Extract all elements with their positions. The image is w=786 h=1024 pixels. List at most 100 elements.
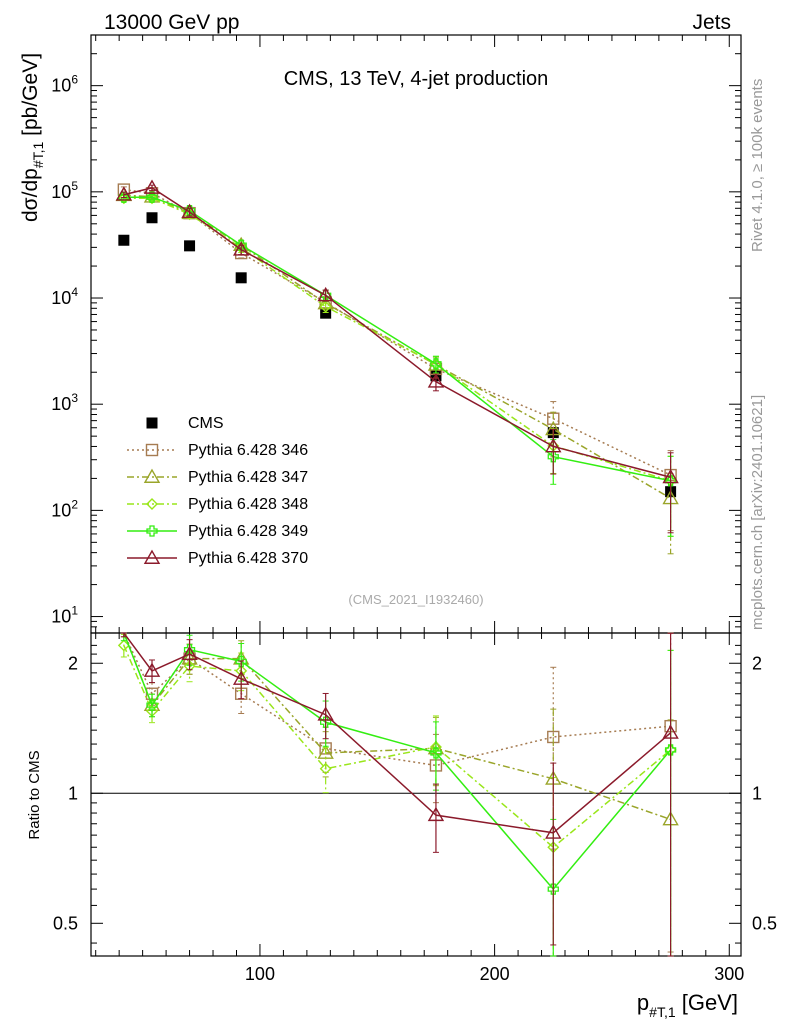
rivet-label: Rivet 4.1.0, ≥ 100k events — [749, 79, 766, 252]
legend-label-370: Pythia 6.428 370 — [188, 550, 308, 567]
main-plot-frame — [90, 34, 742, 634]
ratio-series-pythia-6-428-349 — [120, 632, 677, 957]
ratio-y-tick-label-right: 0.5 — [752, 913, 777, 933]
main-data-point — [118, 234, 130, 246]
ratio-data-point — [427, 806, 445, 822]
ratio-data-point — [235, 655, 247, 668]
main-plot-title: CMS, 13 TeV, 4-jet production — [284, 68, 549, 90]
main-ylabel: dσ/dp#T,1 [pb/GeV] — [19, 53, 46, 222]
legend-label-347: Pythia 6.428 347 — [188, 469, 308, 486]
x-label-unit: [GeV] — [676, 990, 738, 1015]
x-label-subscript: #T,1 — [649, 1004, 676, 1020]
analysis-watermark: (CMS_2021_I1932460) — [348, 592, 483, 607]
legend-marker — [146, 498, 158, 510]
ratio-x-ticks — [95, 633, 730, 956]
legend-marker — [146, 417, 158, 429]
main-y-tick-label-exponent: 1 — [71, 604, 78, 618]
ratio-data-point — [181, 645, 198, 661]
legend-label-cms: CMS — [188, 415, 224, 432]
legend-symbols — [127, 417, 177, 564]
ratio-y-tick-label-right: 2 — [752, 653, 762, 673]
ratio-data-point — [146, 699, 158, 711]
main-x-ticks — [95, 35, 730, 633]
ratio-data-point — [430, 747, 442, 759]
ratio-series-pythia-6-428-347 — [120, 632, 679, 957]
ratio-y-tick-label-left: 2 — [68, 653, 78, 673]
main-series-pythia-6-428-370 — [115, 179, 679, 534]
mcplots-label: mcplots.cern.ch [arXiv:2401.10621] — [749, 395, 766, 630]
legend-label-348: Pythia 6.428 348 — [188, 496, 308, 513]
main-data-point — [143, 179, 161, 194]
main-ylabel-subscript: #T,1 — [30, 141, 46, 168]
ratio-series-line — [123, 632, 671, 821]
x-axis-label: p#T,1 [GeV] — [637, 990, 738, 1020]
main-data-point — [181, 203, 198, 219]
ratio-data-point — [545, 824, 562, 839]
main-y-tick-label-exponent: 2 — [71, 497, 78, 511]
main-y-tick-label: 103 — [51, 391, 78, 414]
main-y-tick-label-base: 10 — [51, 182, 71, 202]
ratio-data-point — [319, 762, 332, 775]
header-jets: Jets — [692, 11, 731, 34]
ratio-data-point — [117, 639, 130, 652]
ratio-x-tick-label: 100 — [245, 964, 275, 984]
main-data-point — [545, 438, 562, 453]
ratio-ylabel: Ratio to CMS — [26, 750, 43, 839]
ratio-series-line — [123, 632, 671, 767]
main-y-tick-label-base: 10 — [51, 76, 71, 96]
ratio-data-point — [664, 744, 677, 756]
main-y-tick-label: 101 — [51, 604, 78, 627]
main-data-point — [317, 294, 334, 310]
ratio-data-point — [143, 662, 161, 677]
main-data-point — [317, 286, 334, 302]
ratio-y-tick-label-left: 0.5 — [53, 913, 78, 933]
ratio-data-point — [232, 670, 250, 685]
legend-marker — [145, 443, 159, 457]
main-series-layer — [115, 179, 679, 555]
main-series-line — [123, 188, 671, 476]
ratio-y-ticks — [91, 644, 741, 944]
main-data-point — [662, 468, 679, 484]
main-y-tick-label: 104 — [51, 285, 78, 308]
main-y-tick-label-exponent: 4 — [71, 285, 78, 299]
header-process: 13000 GeV pp — [104, 11, 239, 34]
ratio-plot-frame — [90, 632, 742, 957]
main-data-point — [146, 212, 158, 224]
ratio-y-tick-label-left: 1 — [68, 783, 78, 803]
ratio-x-tick-label: 200 — [480, 964, 510, 984]
main-ylabel-text: dσ/dp — [19, 168, 42, 222]
legend: CMS Pythia 6.428 346 Pythia 6.428 347 Py… — [127, 415, 308, 567]
ratio-series-line — [123, 632, 672, 834]
main-data-point — [427, 373, 445, 388]
ratio-data-point — [547, 883, 559, 895]
main-data-point — [146, 191, 158, 203]
ratio-y-tick-label-right: 1 — [752, 783, 762, 803]
legend-marker — [143, 468, 161, 483]
main-y-tick-label-base: 10 — [51, 607, 71, 627]
ratio-series-line — [123, 632, 672, 891]
legend-label-346: Pythia 6.428 346 — [188, 442, 308, 459]
main-y-tick-label: 106 — [51, 73, 78, 96]
main-data-point — [232, 241, 250, 256]
main-y-tick-label: 102 — [51, 497, 78, 520]
main-y-ticks — [91, 34, 741, 634]
ratio-data-point — [317, 706, 334, 721]
ratio-series-pythia-6-428-348 — [117, 633, 677, 957]
main-data-point — [547, 451, 559, 463]
main-y-tick-label-base: 10 — [51, 500, 71, 520]
main-data-point — [320, 307, 332, 319]
ratio-x-tick-labels: 100 200 300 — [245, 964, 744, 984]
ratio-series-line — [123, 645, 672, 849]
main-data-point — [319, 300, 332, 313]
main-data-point — [184, 240, 196, 252]
main-y-tick-label-base: 10 — [51, 394, 71, 414]
legend-label-349: Pythia 6.428 349 — [188, 523, 308, 540]
x-label-text: p — [637, 990, 649, 1015]
main-data-point — [115, 186, 133, 201]
ratio-y-tick-labels: 0.5 0.5 1 1 2 2 — [53, 653, 777, 933]
ratio-series-pythia-6-428-370 — [120, 632, 679, 957]
main-y-tick-label-base: 10 — [51, 288, 71, 308]
ratio-series-layer — [117, 632, 679, 957]
